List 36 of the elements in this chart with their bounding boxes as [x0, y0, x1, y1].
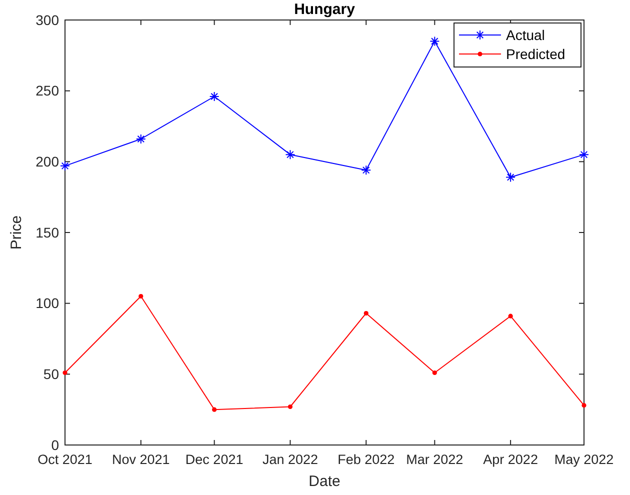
point [136, 134, 146, 144]
x-tick-label: Feb 2022 [338, 452, 395, 467]
x-tick-label: Jan 2022 [262, 452, 318, 467]
x-tick-label: Nov 2021 [112, 452, 170, 467]
y-tick-label: 50 [43, 366, 60, 382]
y-tick-label: 100 [36, 295, 60, 312]
point [361, 165, 372, 176]
x-axis-title: Date [308, 473, 340, 490]
x-tick-label: Oct 2021 [38, 452, 92, 467]
y-tick-label: 150 [36, 224, 60, 240]
point [432, 370, 437, 376]
y-tick-label: 300 [36, 12, 60, 28]
point [508, 314, 513, 318]
x-tick-label: May 2022 [554, 452, 614, 467]
x-tick-label: Mar 2022 [406, 452, 464, 467]
point [430, 36, 440, 46]
chart-title: Hungary [294, 1, 356, 18]
y-axis-title: Price [8, 215, 25, 250]
point [364, 310, 368, 316]
point [209, 92, 220, 102]
legend-label: Actual [506, 26, 545, 43]
point [138, 294, 144, 299]
point [62, 370, 68, 376]
point [288, 404, 293, 410]
y-tick-label: 200 [36, 154, 60, 170]
x-tick-label: Apr 2022 [483, 452, 538, 467]
x-tick-label: Dec 2021 [185, 452, 244, 467]
legend-label: Predicted [506, 46, 566, 62]
y-tick-label: 0 [51, 436, 60, 453]
point [506, 172, 516, 182]
point [582, 403, 586, 408]
point [579, 150, 589, 160]
point [285, 150, 296, 160]
point [212, 407, 217, 412]
point [60, 160, 70, 171]
y-tick-label: 250 [36, 82, 60, 99]
